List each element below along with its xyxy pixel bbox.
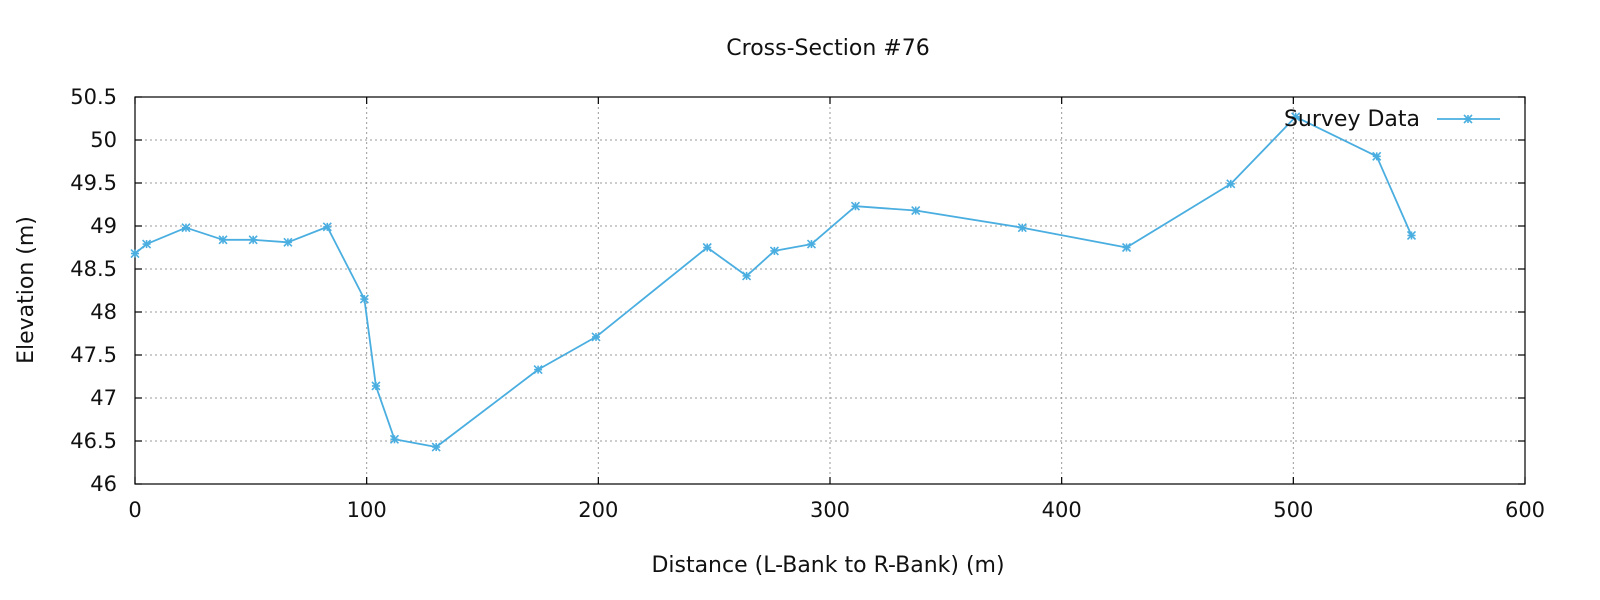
data-point-marker — [702, 242, 712, 253]
series-line — [134, 115, 1413, 448]
y-axis-label: Elevation (m) — [14, 216, 39, 364]
x-tick-label: 300 — [810, 498, 850, 522]
data-point-marker — [359, 294, 369, 304]
grid — [135, 97, 1525, 484]
data-point-marker — [1017, 223, 1027, 233]
data-point-marker — [389, 434, 400, 444]
y-tick-label: 47.5 — [70, 343, 117, 367]
y-tick-label: 49 — [90, 214, 117, 238]
data-point-marker — [130, 248, 140, 259]
x-tick-label: 400 — [1042, 498, 1082, 522]
data-point-marker — [181, 223, 191, 233]
data-point-marker — [1463, 114, 1473, 124]
plot-frame — [134, 96, 1526, 485]
chart-title: Cross-Section #76 — [726, 36, 929, 61]
x-tick-label: 200 — [578, 498, 618, 522]
x-axis-tick-labels: 0 100 200 300 400 500 600 — [128, 498, 1545, 522]
data-point-marker — [769, 246, 779, 256]
data-point-marker — [1121, 242, 1132, 253]
y-tick-label: 46 — [90, 472, 117, 496]
data-point-marker — [911, 205, 921, 216]
x-axis-label: Distance (L-Bank to R-Bank) (m) — [651, 553, 1004, 578]
data-point-marker — [1406, 230, 1417, 241]
data-point-marker — [533, 365, 543, 375]
legend: Survey Data — [1284, 107, 1500, 132]
y-tick-label: 48 — [90, 300, 117, 324]
data-point-marker — [806, 239, 817, 249]
data-point-marker — [1372, 151, 1382, 161]
data-point-marker — [1291, 112, 1301, 122]
data-point-marker — [371, 381, 381, 391]
y-tick-label: 48.5 — [70, 257, 117, 281]
x-tick-label: 500 — [1273, 498, 1313, 522]
y-tick-label: 47 — [90, 386, 117, 410]
data-point-marker — [742, 271, 752, 281]
data-point-marker — [142, 239, 152, 249]
data-point-marker — [850, 201, 861, 211]
data-point-marker — [283, 237, 293, 247]
data-point-marker — [218, 235, 228, 245]
data-point-marker — [431, 442, 441, 452]
series-survey-data — [130, 112, 1417, 452]
y-tick-label: 50 — [90, 128, 117, 152]
data-point-marker — [1226, 179, 1236, 189]
data-point-marker — [591, 332, 601, 342]
y-axis-tick-labels: 46 46.5 47 47.5 48 48.5 49 49.5 50 50.5 — [70, 85, 117, 496]
legend-label-survey-data: Survey Data — [1284, 107, 1420, 132]
x-tick-label: 600 — [1505, 498, 1545, 522]
data-point-marker — [248, 235, 258, 245]
x-tick-label: 100 — [347, 498, 387, 522]
data-point-marker — [322, 222, 332, 232]
y-tick-label: 49.5 — [70, 171, 117, 195]
legend-marker — [1463, 114, 1473, 124]
y-tick-label: 46.5 — [70, 429, 117, 453]
x-tick-label: 0 — [128, 498, 141, 522]
axis-ticks — [134, 96, 1526, 485]
y-tick-label: 50.5 — [70, 85, 117, 109]
